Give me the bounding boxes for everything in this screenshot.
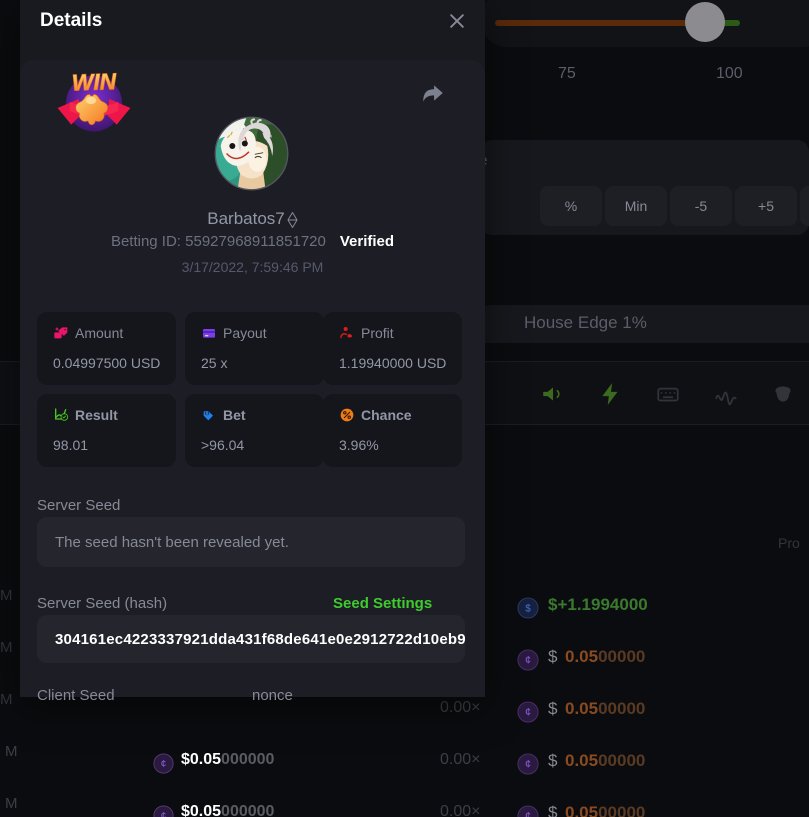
svg-text:$: $ [525,604,531,615]
svg-text:WIN: WIN [71,68,117,96]
svg-text:¢: ¢ [161,758,167,770]
svg-text:¢: ¢ [525,707,531,719]
svg-text:¢: ¢ [525,811,531,817]
svg-text:¢: ¢ [525,759,531,771]
svg-text:¢: ¢ [525,655,531,667]
svg-text:¢: ¢ [161,810,167,817]
